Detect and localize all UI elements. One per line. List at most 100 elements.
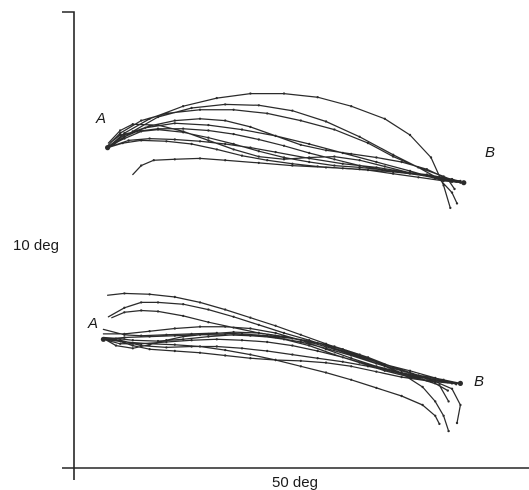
trajectory-sample-point [123, 137, 126, 140]
start-point-marker [100, 336, 106, 342]
trajectory-sample-point [165, 112, 168, 115]
trajectory-sample-point [455, 202, 459, 205]
trajectory-sample-point [257, 104, 260, 107]
trajectory-sample-point [324, 120, 328, 123]
trajectory-sample-point [291, 344, 294, 347]
trajectory-upper-1 [106, 92, 451, 209]
trajectory-sample-point [190, 339, 193, 342]
trajectory-sample-point [375, 156, 378, 159]
trajectory-sample-point [299, 119, 302, 122]
lower-trajectory-group [100, 292, 463, 433]
trajectory-sample-point [232, 148, 235, 151]
trajectory-sample-point [442, 414, 445, 417]
trajectory-sample-point [324, 347, 328, 350]
trajectory-sample-point [266, 159, 269, 162]
trajectory-sample-point [257, 138, 260, 141]
trajectory-sample-point [383, 369, 386, 372]
trajectory-sample-point [165, 340, 168, 344]
trajectory-sample-point [438, 422, 441, 426]
lower-end-label: B [474, 373, 484, 390]
trajectory-lower-11 [102, 338, 462, 385]
trajectory-sample-point [215, 338, 218, 341]
lower-start-label: A [87, 315, 98, 332]
trajectory-sample-point [198, 333, 202, 336]
trajectory-sample-point [207, 335, 210, 338]
trajectory-sample-point [400, 160, 403, 164]
trajectory-sample-point [299, 340, 302, 344]
trajectory-sample-point [341, 348, 344, 351]
upper-end-label: B [485, 144, 495, 161]
trajectory-sample-point [119, 129, 122, 132]
trajectory-sample-point [299, 333, 302, 336]
trajectory-sample-point [119, 133, 122, 137]
trajectory-sample-point [249, 357, 252, 360]
trajectory-sample-point [215, 148, 218, 151]
trajectory-sample-point [450, 191, 454, 194]
trajectory-lower-12 [103, 334, 462, 385]
trajectory-sample-point [291, 164, 294, 167]
upper-start-label: A [95, 110, 106, 127]
trajectory-sample-point [400, 369, 403, 372]
trajectory-sample-point [455, 421, 459, 425]
trajectory-sample-point [240, 339, 244, 342]
trajectory-sample-point [123, 311, 126, 314]
trajectory-sample-point [135, 130, 139, 133]
trajectory-sample-point [114, 344, 118, 347]
trajectory-sample-point [333, 128, 336, 131]
trajectory-sample-point [173, 295, 176, 299]
trajectory-sample-point [224, 325, 227, 328]
trajectory-sample-point [282, 158, 286, 161]
trajectory-sample-point [421, 385, 424, 389]
trajectory-sample-point [123, 332, 126, 336]
trajectory-sample-point [224, 308, 227, 311]
trajectory-sample-point [333, 348, 336, 351]
trajectory-sample-point [274, 150, 277, 154]
trajectory-sample-point [215, 96, 218, 100]
trajectory-sample-point [450, 387, 454, 390]
trajectory-sample-point [173, 138, 176, 141]
trajectory-sample-point [358, 168, 361, 171]
trajectory-sample-point [131, 344, 134, 347]
trajectory-sample-point [383, 117, 386, 121]
trajectory-sample-point [140, 342, 143, 345]
trajectory-sample-point [224, 103, 227, 106]
x-scale-label: 50 deg [272, 474, 318, 490]
trajectory-lower-7 [102, 338, 441, 425]
trajectory-sample-point [140, 309, 143, 312]
trajectory-lower-2 [107, 301, 457, 385]
trajectory-sample-point [350, 152, 353, 156]
trajectory-sample-point [207, 139, 210, 142]
trajectory-sample-point [400, 375, 403, 379]
trajectory-sample-point [266, 112, 269, 115]
trajectory-sample-point [299, 365, 302, 368]
trajectory-sample-point [207, 308, 210, 311]
trajectory-sample-point [156, 310, 160, 313]
trajectory-sample-point [119, 132, 122, 135]
trajectory-upper-7 [106, 139, 465, 184]
trajectory-sample-point [148, 348, 151, 351]
trajectory-sample-point [152, 159, 155, 162]
trajectory-sample-point [316, 357, 319, 360]
trajectory-sample-point [383, 168, 386, 172]
trajectory-sample-point [299, 339, 302, 342]
trajectory-sample-point [438, 384, 441, 387]
trajectory-sample-point [249, 92, 252, 95]
trajectory-sample-point [308, 142, 311, 146]
trajectory-sample-point [350, 354, 353, 357]
trajectory-sample-point [392, 172, 395, 175]
trajectory-sample-point [119, 342, 122, 345]
start-point-marker [105, 145, 111, 151]
trajectory-sample-point [316, 349, 319, 353]
trajectory-sample-point [215, 345, 218, 348]
trajectory-lower-1 [106, 292, 450, 432]
trajectory-sample-point [232, 108, 235, 112]
trajectory-sample-point [182, 338, 185, 341]
trajectory-sample-point [350, 365, 353, 368]
trajectory-sample-point [274, 324, 277, 327]
trajectory-sample-point [224, 348, 227, 352]
trajectory-sample-point [453, 187, 456, 191]
trajectory-sample-point [358, 159, 361, 162]
trajectory-sample-point [274, 134, 277, 138]
trajectory-sample-point [182, 127, 185, 130]
trajectory-sample-point [421, 403, 424, 407]
